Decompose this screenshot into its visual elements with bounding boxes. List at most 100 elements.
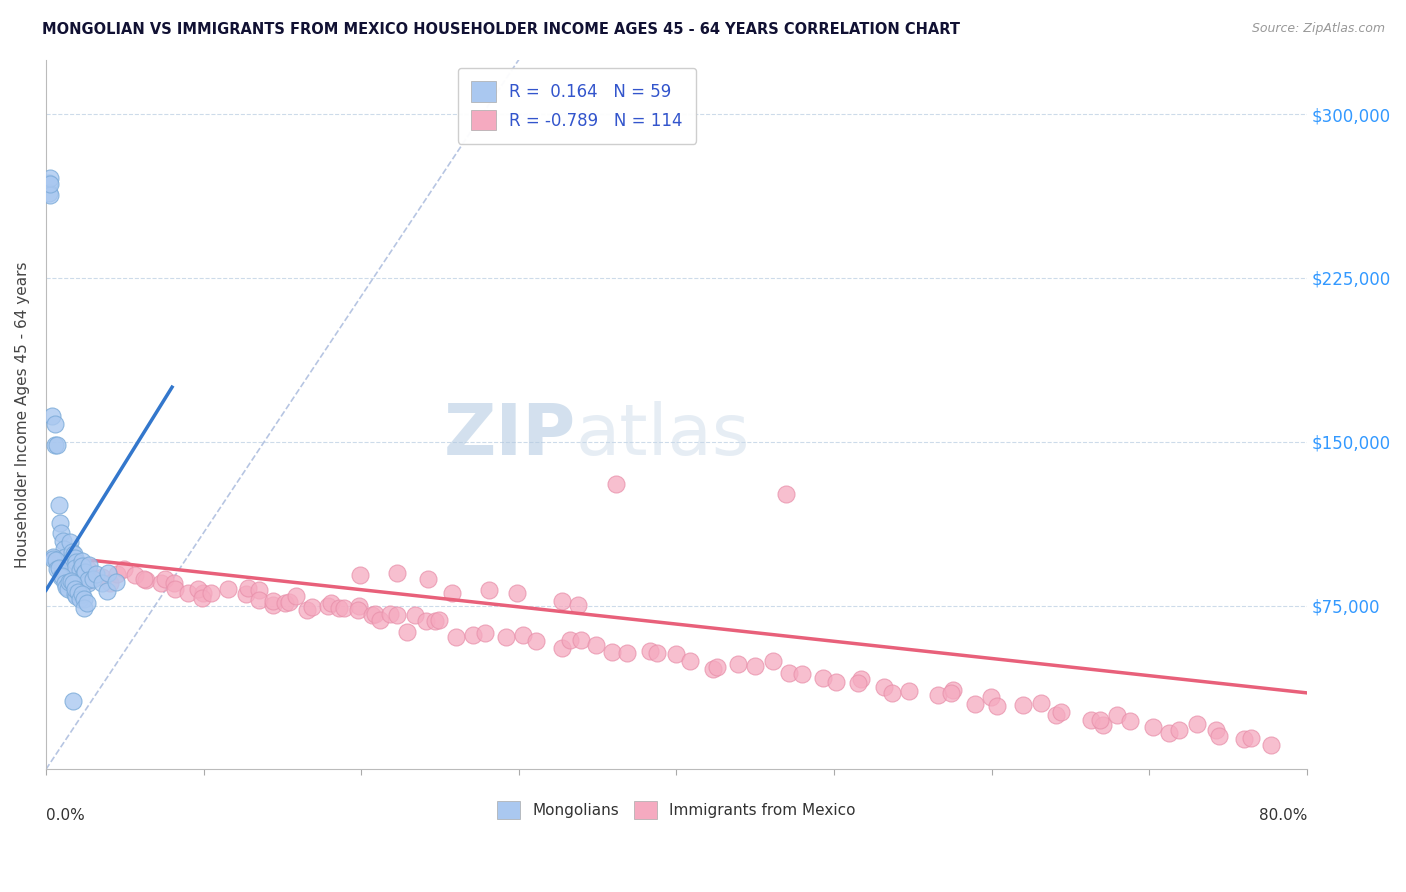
Point bbox=[82, 572, 104, 586]
Point bbox=[60, 574, 83, 588]
Point bbox=[679, 654, 702, 668]
Point bbox=[51, 561, 73, 575]
Point bbox=[778, 665, 800, 680]
Point bbox=[551, 594, 574, 608]
Point bbox=[567, 598, 589, 612]
Point bbox=[44, 438, 66, 452]
Point bbox=[73, 600, 96, 615]
Point bbox=[942, 682, 965, 697]
Point bbox=[585, 638, 607, 652]
Point bbox=[62, 694, 84, 708]
Point bbox=[177, 586, 200, 600]
Point bbox=[512, 628, 534, 642]
Point bbox=[927, 688, 949, 702]
Point bbox=[58, 558, 80, 572]
Point bbox=[775, 487, 797, 501]
Text: ZIP: ZIP bbox=[443, 401, 575, 470]
Point bbox=[73, 591, 96, 606]
Point bbox=[75, 566, 97, 580]
Point bbox=[77, 562, 100, 576]
Point bbox=[62, 576, 84, 591]
Point bbox=[63, 561, 86, 575]
Point bbox=[58, 534, 80, 549]
Point bbox=[46, 438, 69, 452]
Point bbox=[135, 573, 157, 587]
Point bbox=[478, 582, 501, 597]
Point bbox=[404, 608, 426, 623]
Point bbox=[616, 646, 638, 660]
Point bbox=[63, 587, 86, 601]
Point bbox=[262, 594, 284, 608]
Point bbox=[385, 607, 408, 622]
Point bbox=[49, 552, 72, 566]
Point bbox=[1080, 713, 1102, 727]
Point bbox=[91, 570, 114, 584]
Point bbox=[48, 561, 70, 575]
Point bbox=[380, 607, 402, 621]
Legend: Mongolians, Immigrants from Mexico: Mongolians, Immigrants from Mexico bbox=[491, 795, 862, 825]
Point bbox=[63, 582, 86, 596]
Point bbox=[66, 561, 89, 575]
Point bbox=[600, 645, 623, 659]
Text: atlas: atlas bbox=[575, 401, 749, 470]
Point bbox=[1142, 720, 1164, 734]
Point bbox=[187, 582, 209, 596]
Point bbox=[90, 575, 112, 590]
Point bbox=[370, 613, 392, 627]
Point bbox=[73, 567, 96, 582]
Point bbox=[55, 580, 77, 594]
Point bbox=[62, 547, 84, 561]
Point bbox=[848, 675, 870, 690]
Point bbox=[97, 566, 120, 580]
Point bbox=[1185, 717, 1208, 731]
Point bbox=[163, 582, 186, 596]
Point bbox=[761, 654, 783, 668]
Point bbox=[346, 603, 368, 617]
Point bbox=[150, 576, 173, 591]
Point bbox=[55, 549, 77, 564]
Point bbox=[1260, 739, 1282, 753]
Point bbox=[38, 177, 60, 191]
Point bbox=[45, 562, 67, 576]
Point bbox=[1045, 707, 1067, 722]
Point bbox=[247, 593, 270, 607]
Point bbox=[396, 624, 419, 639]
Point bbox=[41, 409, 63, 423]
Point bbox=[191, 591, 214, 605]
Point bbox=[39, 171, 62, 186]
Point bbox=[328, 600, 350, 615]
Point bbox=[163, 576, 186, 591]
Point bbox=[524, 633, 547, 648]
Point bbox=[132, 572, 155, 586]
Point bbox=[42, 551, 65, 566]
Point bbox=[495, 631, 517, 645]
Point bbox=[48, 498, 70, 512]
Point bbox=[52, 533, 75, 548]
Point bbox=[70, 558, 93, 573]
Point bbox=[63, 550, 86, 565]
Point bbox=[51, 526, 73, 541]
Point bbox=[441, 585, 464, 599]
Point bbox=[155, 572, 177, 586]
Point bbox=[461, 628, 484, 642]
Point bbox=[727, 657, 749, 672]
Point bbox=[58, 575, 80, 590]
Point bbox=[319, 596, 342, 610]
Point bbox=[77, 575, 100, 590]
Point bbox=[427, 613, 450, 627]
Point bbox=[51, 568, 73, 582]
Point bbox=[84, 566, 107, 581]
Point bbox=[65, 556, 87, 570]
Point bbox=[349, 599, 371, 614]
Point bbox=[873, 680, 896, 694]
Point bbox=[980, 690, 1002, 704]
Point bbox=[295, 603, 318, 617]
Point bbox=[38, 186, 60, 201]
Point bbox=[941, 686, 963, 700]
Point bbox=[301, 600, 323, 615]
Point bbox=[851, 672, 873, 686]
Point bbox=[278, 595, 301, 609]
Point bbox=[986, 699, 1008, 714]
Point bbox=[77, 558, 100, 572]
Point bbox=[44, 417, 66, 431]
